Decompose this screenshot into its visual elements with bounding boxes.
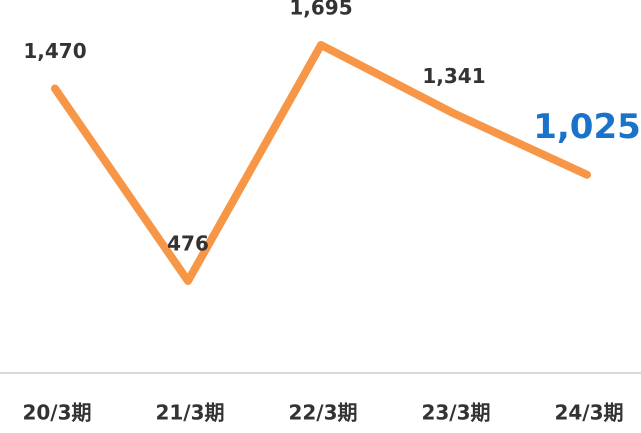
data-label: 1,025 bbox=[533, 107, 641, 147]
x-tick-label: 24/3期 bbox=[554, 401, 623, 425]
x-tick-label: 23/3期 bbox=[421, 401, 490, 425]
x-tick-label: 22/3期 bbox=[288, 401, 357, 425]
line bbox=[51, 41, 591, 285]
x-tick-label: 20/3期 bbox=[22, 401, 91, 425]
data-label: 476 bbox=[167, 232, 209, 256]
x-tick-label: 21/3期 bbox=[155, 401, 224, 425]
data-label: 1,470 bbox=[23, 39, 86, 63]
data-label: 1,695 bbox=[289, 0, 352, 20]
data-label: 1,341 bbox=[422, 64, 485, 88]
